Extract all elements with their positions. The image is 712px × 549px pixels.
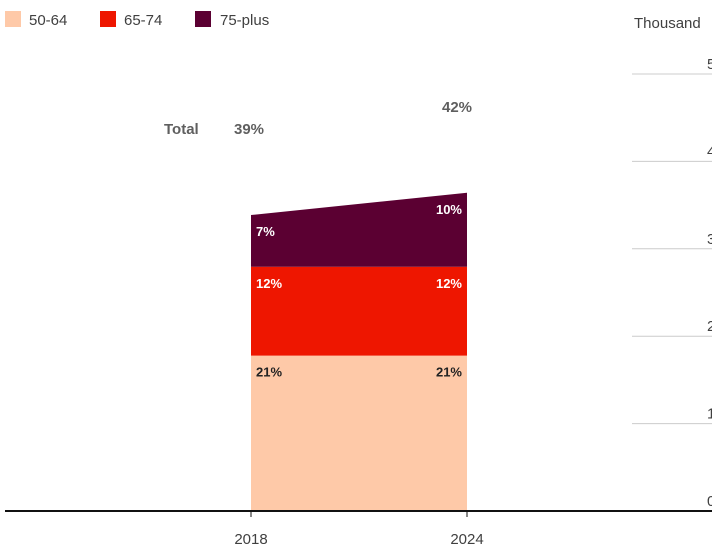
right-tick-label-10: 10 (707, 406, 712, 423)
segment-label-75-plus-2018: 7% (256, 224, 275, 239)
legend-swatch-50-64 (5, 11, 21, 27)
segment-label-50-64-2024: 21% (436, 365, 462, 380)
legend: 50-64 65-74 75-plus (5, 11, 269, 29)
right-axis: Thousand 50 40 30 20 10 0 (632, 15, 712, 510)
segment-label-65-74-2018: 12% (256, 276, 282, 291)
right-tick-label-50: 50 (707, 56, 712, 73)
total-label: Total (164, 121, 199, 138)
right-tick-label-30: 30 (707, 231, 712, 248)
totals: Total 39% 42% (164, 99, 472, 138)
segment-labels: 21% 21% 12% 12% 7% 10% (256, 202, 462, 380)
segment-label-75-plus-2024: 10% (436, 202, 462, 217)
segment-label-65-74-2024: 12% (436, 276, 462, 291)
legend-item-50-64: 50-64 (5, 11, 67, 29)
area-75-plus (251, 192, 467, 267)
area-50-64 (251, 355, 467, 511)
legend-swatch-75-plus (195, 11, 211, 27)
legend-item-75-plus: 75-plus (195, 11, 269, 29)
right-tick-label-20: 20 (707, 318, 712, 335)
total-2018: 39% (234, 121, 264, 138)
right-tick-label-40: 40 (707, 143, 712, 160)
legend-label-75-plus: 75-plus (220, 12, 269, 29)
right-tick-label-0: 0 (707, 493, 712, 510)
legend-item-65-74: 65-74 (100, 11, 162, 29)
x-tick-label-2024: 2024 (450, 531, 483, 548)
right-axis-unit-label: Thousand (634, 15, 701, 32)
segment-label-50-64-2018: 21% (256, 365, 282, 380)
stacked-areas (251, 192, 467, 511)
area-65-74 (251, 266, 467, 356)
legend-label-50-64: 50-64 (29, 12, 67, 29)
total-2024: 42% (442, 99, 472, 116)
legend-swatch-65-74 (100, 11, 116, 27)
x-tick-label-2018: 2018 (234, 531, 267, 548)
right-axis-ticks: 50 40 30 20 10 0 (632, 56, 712, 510)
legend-label-65-74: 65-74 (124, 12, 162, 29)
